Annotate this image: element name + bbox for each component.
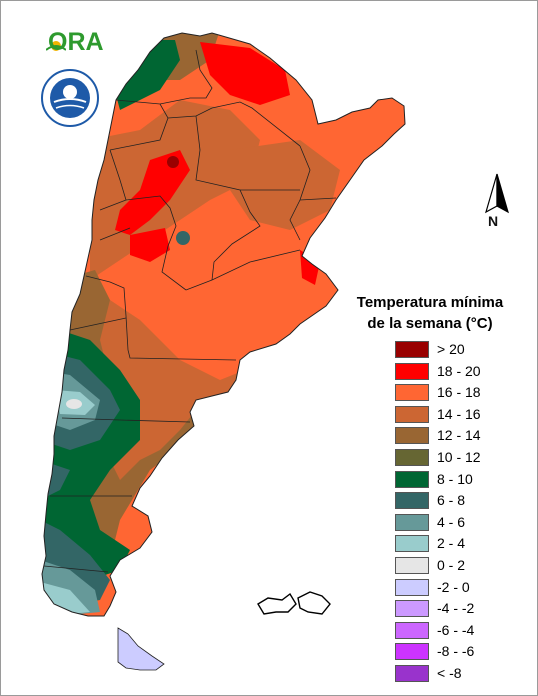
legend-title-line1: Temperatura mínima (356, 294, 504, 311)
legend-swatch (395, 341, 429, 358)
legend-swatch (395, 621, 429, 639)
ora-logo-text: ORA (48, 28, 104, 56)
legend-swatch (395, 470, 429, 488)
legend-swatch (395, 492, 429, 510)
legend-swatch (395, 643, 429, 661)
legend-label: 10 - 12 (437, 448, 481, 465)
province-boundaries (41, 32, 406, 617)
legend-title-line2: de la semana (°C) (367, 315, 493, 332)
legend-label: 14 - 16 (437, 405, 481, 422)
legend-swatch (395, 513, 429, 531)
legend-label: 4 - 6 (437, 513, 466, 530)
north-arrow-icon (485, 173, 509, 214)
legend-swatch (395, 384, 429, 402)
legend-label: 0 - 2 (437, 556, 466, 573)
legend-label: -4 - -2 (437, 600, 475, 617)
legend-label: > 20 (437, 341, 465, 357)
north-label: N (488, 213, 499, 229)
legend-label: -8 - -6 (437, 643, 475, 660)
legend-label: 12 - 14 (437, 427, 481, 444)
ora-logo: ORA (34, 28, 104, 60)
legend-swatch (395, 556, 429, 574)
legend-swatch (395, 600, 429, 618)
legend-label: 2 - 4 (437, 535, 466, 552)
legend-label: 16 - 18 (437, 384, 481, 401)
legend-label: 8 - 10 (437, 470, 473, 487)
tierra-del-fuego (117, 627, 165, 671)
legend: Temperatura mínima de la semana (°C) > 2… (330, 292, 530, 682)
legend-swatch (395, 664, 429, 682)
malvinas-islands (257, 591, 331, 615)
legend-swatch (395, 535, 429, 553)
legend-label: < -8 (437, 664, 462, 681)
legend-label: 6 - 8 (437, 492, 466, 509)
legend-title: Temperatura mínima de la semana (°C) (330, 292, 530, 334)
legend-swatch (395, 427, 429, 445)
legend-label: -2 - 0 (437, 578, 470, 595)
smn-seal-icon (40, 68, 100, 128)
legend-swatch (395, 448, 429, 466)
legend-label: -6 - -4 (437, 621, 475, 638)
legend-swatch (395, 578, 429, 596)
sun-icon (46, 41, 66, 51)
legend-swatch (395, 362, 429, 380)
legend-label: 18 - 20 (437, 362, 481, 379)
legend-swatch (395, 405, 429, 423)
